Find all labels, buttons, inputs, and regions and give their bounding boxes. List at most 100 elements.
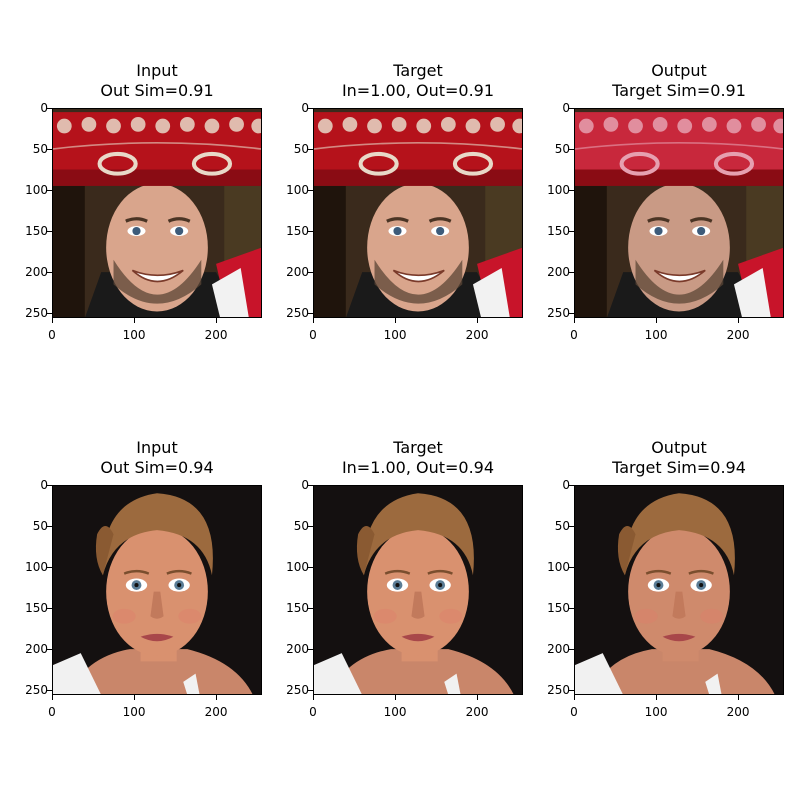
y-tick-label: 0 <box>301 101 309 115</box>
y-tick-mark <box>308 608 313 610</box>
title-line1: Input <box>136 61 178 80</box>
y-tick-mark <box>308 108 313 109</box>
y-tick-label: 200 <box>286 642 309 657</box>
x-tick-mark <box>656 318 658 323</box>
panel-output-row1: Output Target Sim=0.91 0 50 100 150 200 250 0 1… <box>547 61 784 341</box>
x-tick-mark <box>134 318 136 323</box>
y-tick-mark <box>569 526 574 528</box>
woman-portrait-photo <box>313 485 523 695</box>
panel-title: Target In=1.00, Out=0.91 <box>288 61 548 101</box>
y-tick-mark <box>308 485 313 486</box>
x-tick-mark <box>738 695 740 700</box>
y-tick-label: 250 <box>547 683 570 698</box>
x-tick-label: 100 <box>644 705 668 719</box>
y-tick-mark <box>308 313 313 315</box>
y-tick-label: 100 <box>547 183 570 198</box>
y-tick-label: 100 <box>25 183 48 198</box>
y-tick-mark <box>569 231 574 233</box>
y-tick-label: 50 <box>32 142 48 157</box>
y-tick-label: 150 <box>286 224 309 239</box>
title-line1: Target <box>393 438 443 457</box>
x-tick-label: 100 <box>383 328 407 342</box>
y-tick-label: 250 <box>25 306 48 321</box>
x-tick-label: 100 <box>644 328 668 342</box>
x-tick-mark <box>52 695 53 700</box>
y-tick-mark <box>308 190 313 192</box>
y-tick-label: 200 <box>547 265 570 280</box>
x-tick-label: 100 <box>122 705 146 719</box>
x-tick-label: 0 <box>570 705 578 719</box>
y-tick-label: 0 <box>40 478 48 492</box>
y-tick-mark <box>308 149 313 151</box>
panel-title: Input Out Sim=0.91 <box>27 61 287 101</box>
y-tick-mark <box>47 190 52 192</box>
y-tick-label: 150 <box>547 224 570 239</box>
y-tick-label: 250 <box>286 683 309 698</box>
y-tick-mark <box>569 313 574 315</box>
y-tick-label: 250 <box>286 306 309 321</box>
y-tick-mark <box>569 485 574 486</box>
x-tick-label: 200 <box>204 328 228 342</box>
y-tick-label: 50 <box>293 142 309 157</box>
y-tick-mark <box>47 567 52 569</box>
y-tick-label: 150 <box>547 601 570 616</box>
y-tick-mark <box>47 485 52 486</box>
panel-input-row1: Input Out Sim=0.91 0 50 100 150 200 250 0 100 20… <box>25 61 262 341</box>
x-tick-mark <box>313 318 314 323</box>
y-tick-mark <box>47 608 52 610</box>
x-tick-label: 200 <box>726 328 750 342</box>
y-tick-label: 100 <box>547 560 570 575</box>
y-tick-mark <box>47 649 52 651</box>
x-tick-label: 0 <box>48 328 56 342</box>
panel-title: Target In=1.00, Out=0.94 <box>288 438 548 478</box>
y-tick-label: 0 <box>40 101 48 115</box>
x-tick-mark <box>395 695 397 700</box>
panel-target-row1: Target In=1.00, Out=0.91 0 50 100 150 200 250… <box>286 61 523 341</box>
y-tick-mark <box>308 690 313 692</box>
y-tick-label: 50 <box>554 142 570 157</box>
y-tick-label: 250 <box>25 683 48 698</box>
panel-title: Input Out Sim=0.94 <box>27 438 287 478</box>
y-tick-mark <box>569 190 574 192</box>
x-tick-label: 0 <box>309 705 317 719</box>
y-tick-mark <box>47 149 52 151</box>
y-tick-label: 100 <box>286 183 309 198</box>
x-tick-label: 100 <box>122 328 146 342</box>
panel-title: Output Target Sim=0.91 <box>549 61 800 101</box>
x-tick-mark <box>574 695 575 700</box>
x-tick-label: 0 <box>570 328 578 342</box>
x-tick-mark <box>216 318 218 323</box>
x-tick-label: 0 <box>48 705 56 719</box>
x-tick-mark <box>574 318 575 323</box>
woman-portrait-photo-reconstructed <box>574 485 784 695</box>
y-tick-label: 250 <box>547 306 570 321</box>
x-tick-label: 200 <box>726 705 750 719</box>
y-tick-label: 100 <box>286 560 309 575</box>
y-tick-mark <box>47 690 52 692</box>
man-sombrero-photo <box>313 108 523 318</box>
x-tick-mark <box>656 695 658 700</box>
panel-input-row2: Input Out Sim=0.94 0 50 100 150 200 250 0 100 20… <box>25 438 262 718</box>
title-line1: Output <box>651 438 707 457</box>
y-tick-mark <box>569 608 574 610</box>
man-sombrero-photo <box>52 108 262 318</box>
x-tick-mark <box>477 318 479 323</box>
y-tick-mark <box>47 313 52 315</box>
x-tick-mark <box>738 318 740 323</box>
y-tick-label: 200 <box>25 642 48 657</box>
y-tick-label: 50 <box>293 519 309 534</box>
x-tick-mark <box>313 695 314 700</box>
y-tick-label: 200 <box>547 642 570 657</box>
y-tick-label: 100 <box>25 560 48 575</box>
x-tick-label: 200 <box>204 705 228 719</box>
y-tick-mark <box>47 231 52 233</box>
panel-target-row2: Target In=1.00, Out=0.94 0 50 100 150 200 250… <box>286 438 523 718</box>
x-tick-label: 100 <box>383 705 407 719</box>
y-tick-label: 150 <box>25 601 48 616</box>
panel-output-row2: Output Target Sim=0.94 0 50 100 150 200 250 0 1… <box>547 438 784 718</box>
x-tick-mark <box>395 318 397 323</box>
y-tick-mark <box>569 690 574 692</box>
y-tick-label: 50 <box>32 519 48 534</box>
y-tick-label: 150 <box>25 224 48 239</box>
x-tick-label: 200 <box>465 705 489 719</box>
